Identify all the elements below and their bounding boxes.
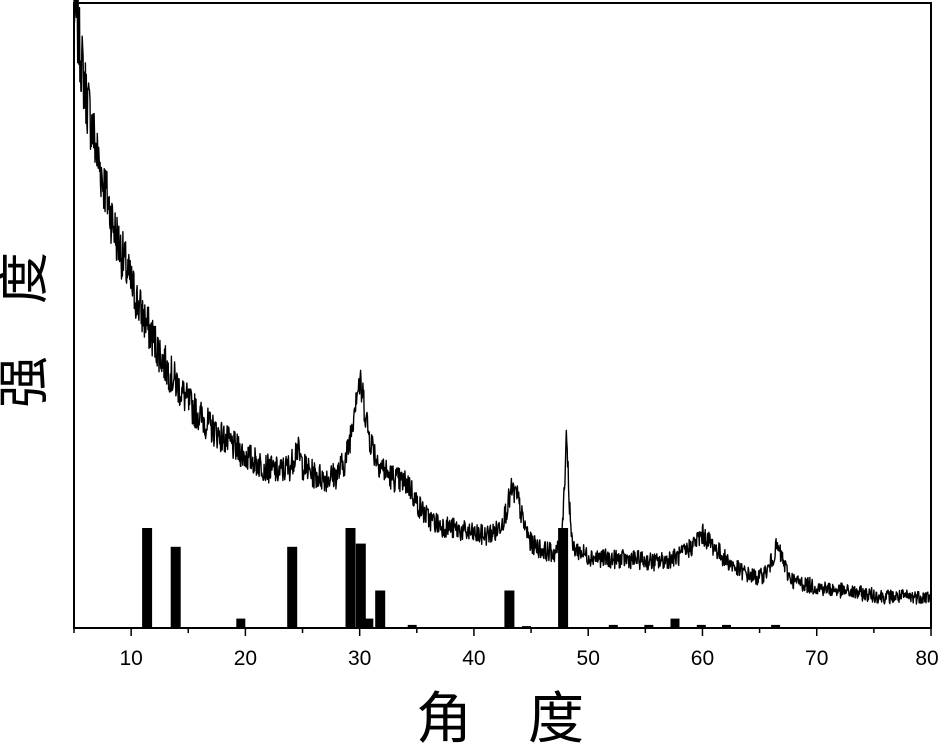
reference-bar [375,590,386,628]
reference-bar [142,528,153,628]
reference-bar [355,543,366,628]
reference-bar [170,546,181,629]
x-tick-label: 80 [915,647,938,670]
reference-bar [722,624,731,628]
reference-bar [670,618,680,628]
reference-bar [696,624,706,628]
x-tick-label: 70 [805,647,828,670]
reference-bar [287,546,298,629]
x-tick-label: 50 [577,647,600,670]
x-tick-label: 60 [691,647,714,670]
x-axis-title: 角 度 [416,687,584,748]
reference-bar [644,624,654,628]
x-axis: 10 20 30 40 50 60 70 80 [73,628,939,670]
y-axis-title: 强 度 [0,252,55,408]
x-tick-label: 40 [462,647,485,670]
reference-bars [142,528,781,629]
x-tick-label: 20 [234,647,257,670]
reference-bar [771,624,781,628]
x-tick-label: 10 [119,647,142,670]
plot-area [73,0,932,629]
reference-bar [364,618,374,628]
reference-bar [504,590,515,628]
series-line [73,0,932,605]
reference-bar [345,528,356,628]
reference-bar [407,624,417,628]
reference-bar [522,626,531,629]
reference-bar [236,618,246,628]
x-tick-label: 30 [348,647,371,670]
plot-frame [73,2,932,629]
reference-bar [608,624,618,628]
reference-bar [558,528,569,628]
